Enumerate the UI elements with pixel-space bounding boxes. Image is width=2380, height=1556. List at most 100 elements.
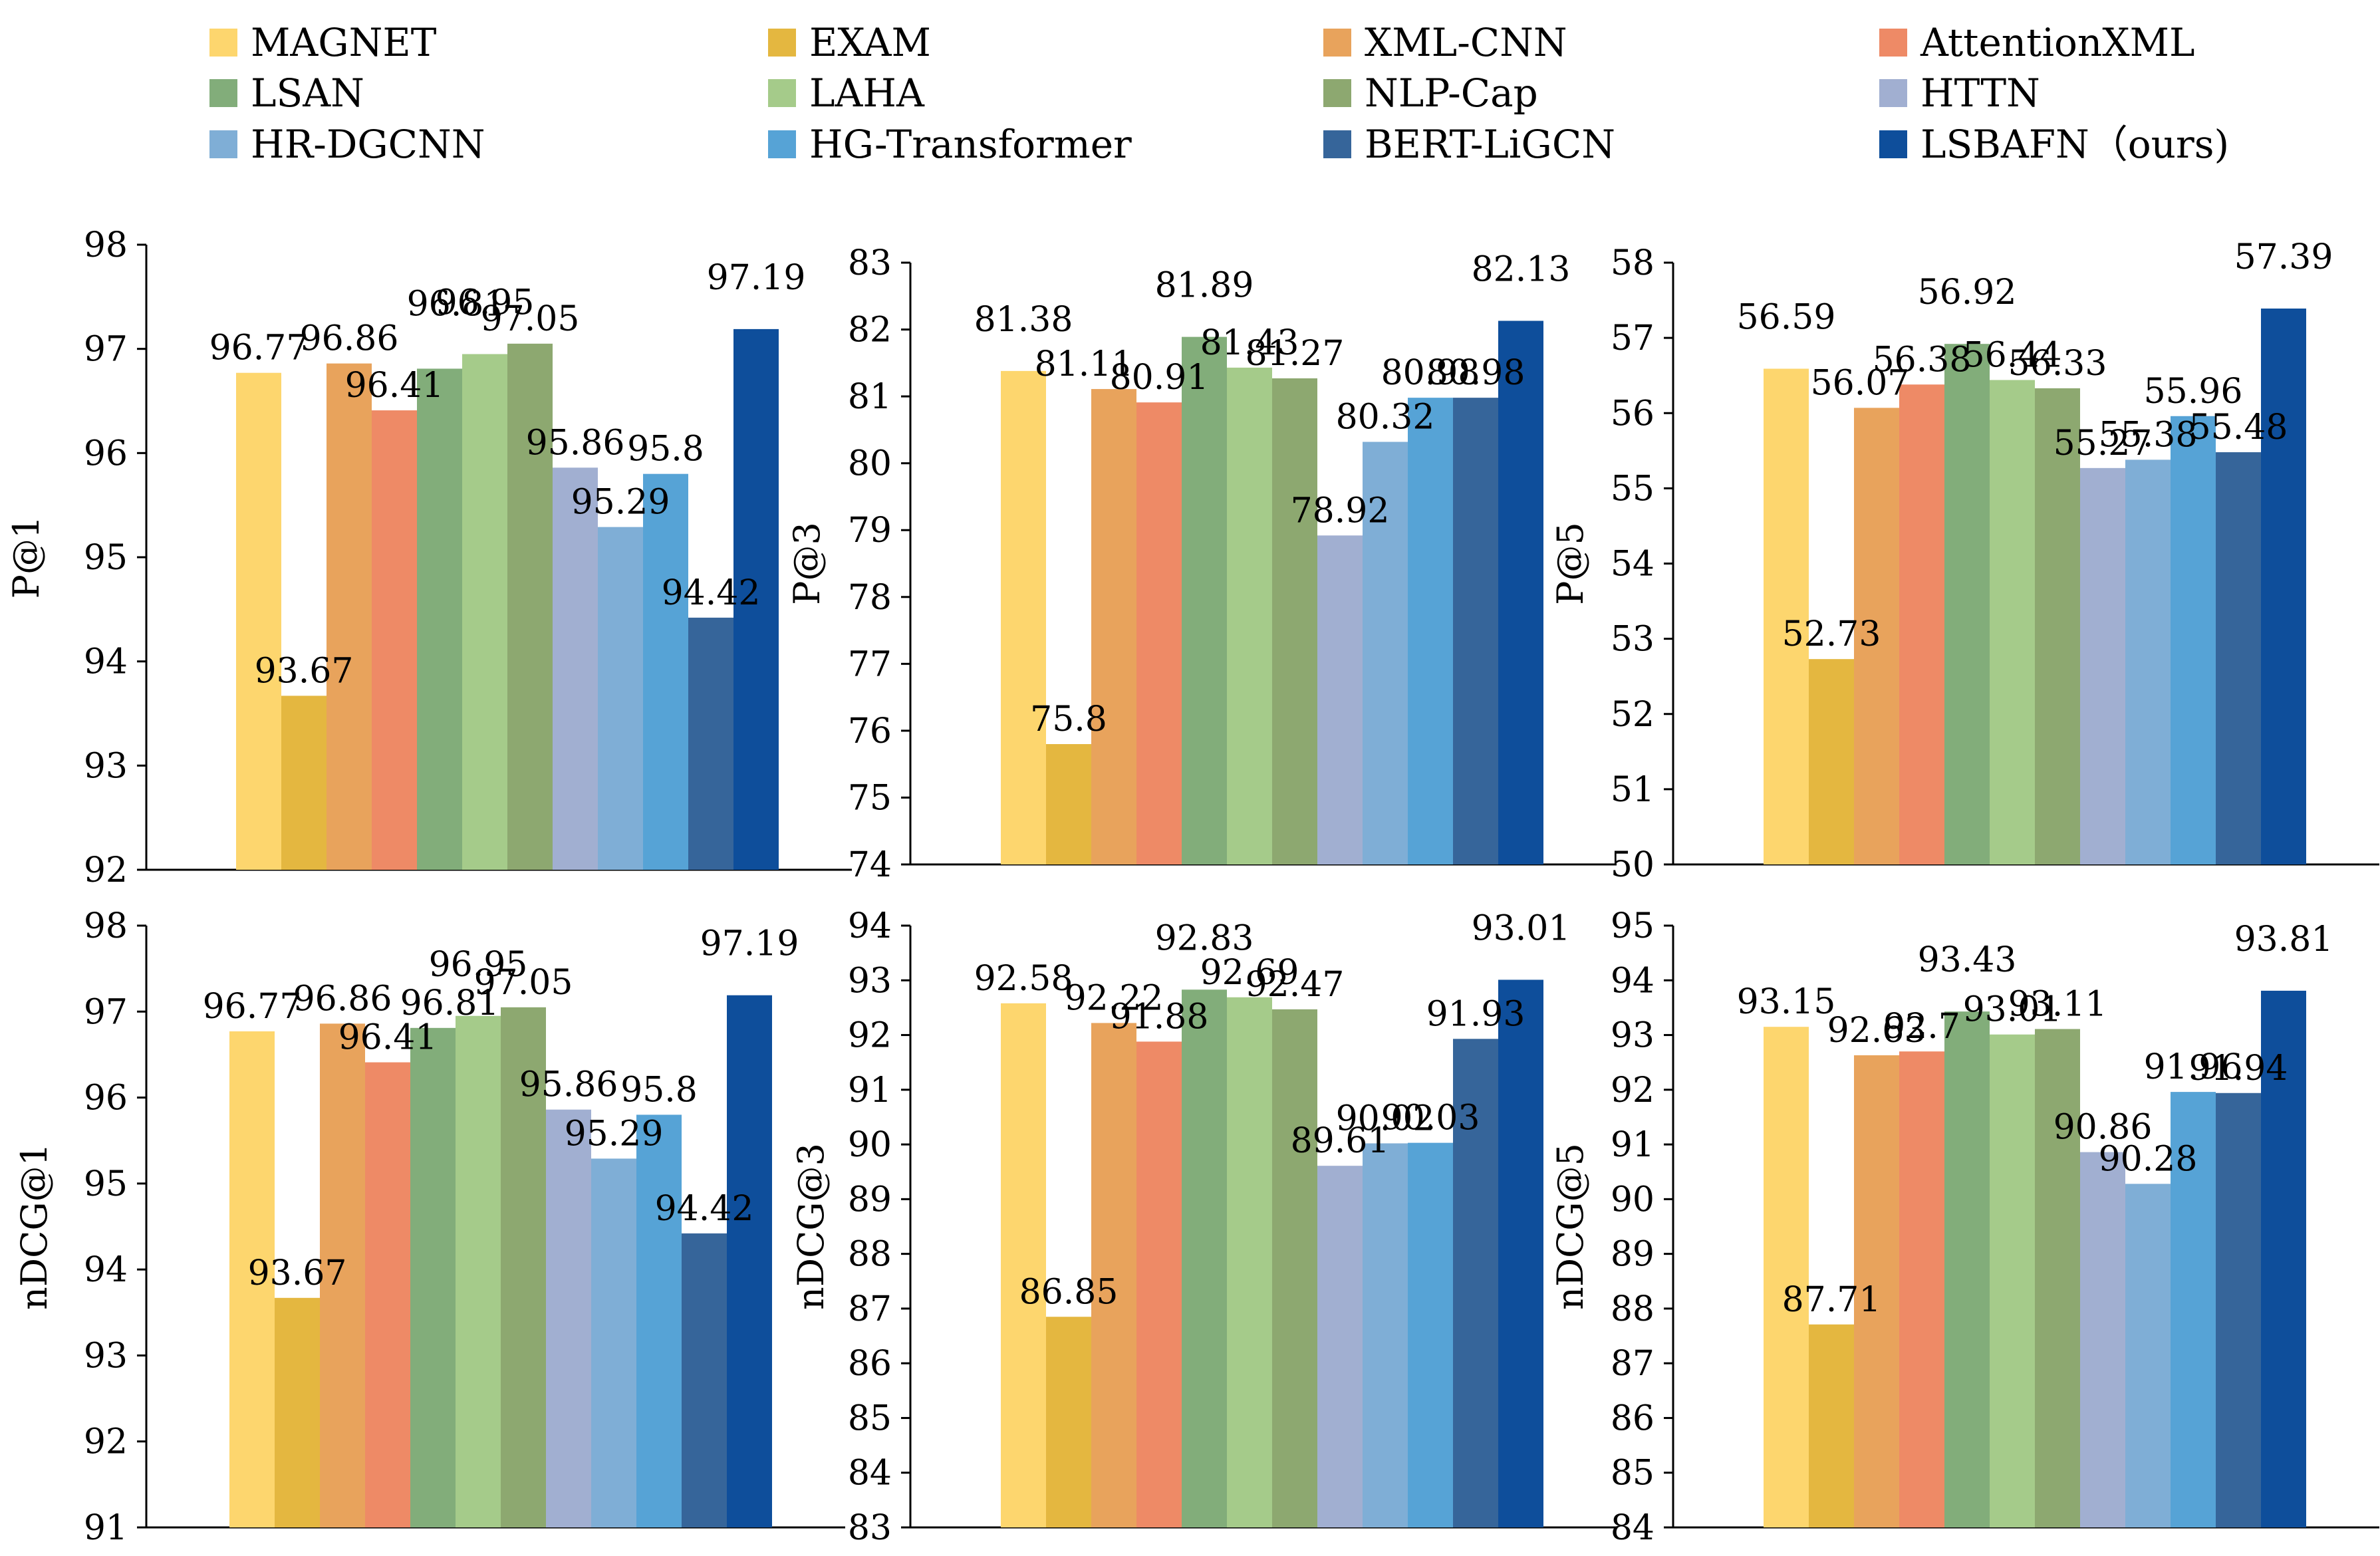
bar-lsbafn-ours	[1498, 321, 1543, 864]
data-label: 96.81	[407, 284, 506, 324]
data-label: 80.98	[1381, 353, 1480, 393]
bar-lsan	[1944, 1011, 1990, 1527]
y-tick-label: 92	[84, 1422, 128, 1462]
y-axis-title: nDCG@3	[790, 1143, 832, 1310]
bar-nlp-cap	[2035, 1029, 2080, 1527]
y-axis-title: nDCG@1	[13, 1143, 55, 1310]
bar-attentionxml	[372, 410, 417, 870]
data-label: 92.47	[1246, 965, 1345, 1005]
y-tick-label: 89	[848, 1180, 892, 1220]
panel-ndcg-at-5: 84 85 86 87 88 89 90 91 92 93 94 95 nDCG@5 93.15 87.71…	[1549, 906, 2379, 1548]
legend-label: HG-Transformer	[809, 122, 1132, 167]
bar-attentionxml	[365, 1062, 410, 1527]
data-label: 93.81	[2234, 920, 2333, 960]
panel-p-at-5: 505152535455565758P@556.5952.7356.0756.3…	[1549, 237, 2379, 885]
y-tick-label: 97	[84, 992, 128, 1032]
legend-label: AttentionXML	[1920, 20, 2195, 65]
panel-ndcg-at-1: 9192939495969798nDCG@196.7793.6796.8696.…	[13, 906, 845, 1548]
data-label: 92.22	[1065, 978, 1164, 1018]
data-label: 75.8	[1030, 700, 1107, 739]
y-tick-label: 77	[848, 644, 892, 684]
data-label: 94.42	[662, 573, 761, 613]
y-tick-label: 74	[848, 845, 892, 885]
bar-hr-dgcnn	[1363, 1143, 1408, 1527]
bar-hg-transformer	[643, 473, 688, 870]
data-label: 93.01	[1963, 990, 2062, 1030]
bar-httn	[1317, 535, 1363, 864]
y-tick-label: 98	[84, 906, 128, 946]
y-tick-label: 85	[848, 1398, 892, 1438]
data-label: 81.89	[1155, 266, 1254, 306]
y-tick-label: 58	[1611, 243, 1654, 283]
y-tick-label: 57	[1611, 319, 1654, 358]
legend-label: EXAM	[809, 20, 931, 65]
bar-xml-cnn	[1091, 389, 1136, 864]
bar-attentionxml	[1136, 1041, 1182, 1527]
y-tick-label: 94	[848, 906, 892, 946]
data-label: 78.92	[1291, 491, 1390, 531]
y-tick-label: 92	[848, 1016, 892, 1056]
data-label: 56.92	[1918, 273, 2017, 313]
bar-attentionxml	[1899, 1051, 1944, 1527]
y-tick-label: 83	[848, 1508, 892, 1548]
bar-bert-ligcn	[1453, 1039, 1498, 1527]
bar-lsbafn-ours	[1498, 979, 1543, 1527]
legend-item-magnet: MAGNET	[209, 20, 437, 65]
data-label: 81.43	[1200, 323, 1299, 363]
y-tick-label: 84	[1611, 1508, 1654, 1548]
y-tick-label: 88	[848, 1235, 892, 1275]
legend-label: MAGNET	[251, 20, 437, 65]
legend-item-xml-cnn: XML-CNN	[1323, 20, 1567, 65]
bar-xml-cnn	[1091, 1023, 1136, 1527]
data-label: 96.41	[338, 1018, 438, 1058]
bar-magnet	[1764, 1027, 1809, 1527]
bar-bert-ligcn	[688, 617, 733, 870]
data-label: 91.88	[1110, 997, 1209, 1037]
legend-swatch	[768, 79, 796, 107]
y-tick-label: 95	[1611, 906, 1654, 946]
bar-exam	[1046, 1317, 1091, 1527]
y-tick-label: 93	[1611, 1016, 1654, 1056]
y-tick-label: 96	[84, 434, 128, 473]
y-tick-label: 87	[848, 1289, 892, 1329]
bar-lsbafn-ours	[2261, 990, 2306, 1527]
bar-laha	[1990, 1034, 2035, 1527]
y-tick-label: 51	[1611, 770, 1654, 810]
data-label: 55.48	[2189, 408, 2288, 448]
data-label: 82.13	[1472, 249, 1571, 289]
y-tick-label: 93	[84, 1336, 128, 1376]
bar-exam	[1809, 1324, 1854, 1527]
legend-swatch	[209, 130, 237, 158]
bar-hr-dgcnn	[2125, 459, 2171, 864]
legend-item-lsbafn-ours: LSBAFN（ours)	[1879, 122, 2229, 167]
y-tick-label: 53	[1611, 620, 1654, 660]
bar-xml-cnn	[1854, 408, 1899, 864]
y-tick-label: 79	[848, 511, 892, 551]
data-label: 57.39	[2234, 237, 2333, 277]
y-tick-label: 76	[848, 712, 892, 751]
data-label: 92.7	[1883, 1007, 1960, 1047]
y-tick-label: 91	[1611, 1125, 1654, 1165]
bar-lsan	[417, 368, 462, 870]
data-label: 56.07	[1811, 363, 1910, 403]
y-tick-label: 84	[848, 1454, 892, 1493]
y-tick-label: 88	[1611, 1289, 1654, 1329]
y-tick-label: 92	[84, 850, 128, 890]
legend-label: HTTN	[1920, 70, 2040, 116]
data-label: 80.32	[1336, 397, 1435, 437]
data-label: 81.27	[1246, 334, 1345, 374]
bar-magnet	[1001, 370, 1046, 864]
legend-swatch	[1879, 130, 1907, 158]
data-label: 56.44	[1963, 335, 2062, 375]
bar-lsan	[410, 1027, 456, 1527]
data-label: 97.05	[481, 299, 580, 339]
legend-item-laha: LAHA	[768, 70, 925, 116]
y-tick-label: 82	[848, 311, 892, 350]
data-label: 56.59	[1737, 298, 1836, 338]
bar-httn	[553, 467, 598, 870]
data-label: 96.77	[209, 328, 309, 368]
y-tick-label: 96	[84, 1079, 128, 1118]
bar-lsbafn-ours	[727, 995, 772, 1527]
bar-magnet	[236, 372, 281, 870]
data-label: 96.81	[400, 983, 499, 1023]
